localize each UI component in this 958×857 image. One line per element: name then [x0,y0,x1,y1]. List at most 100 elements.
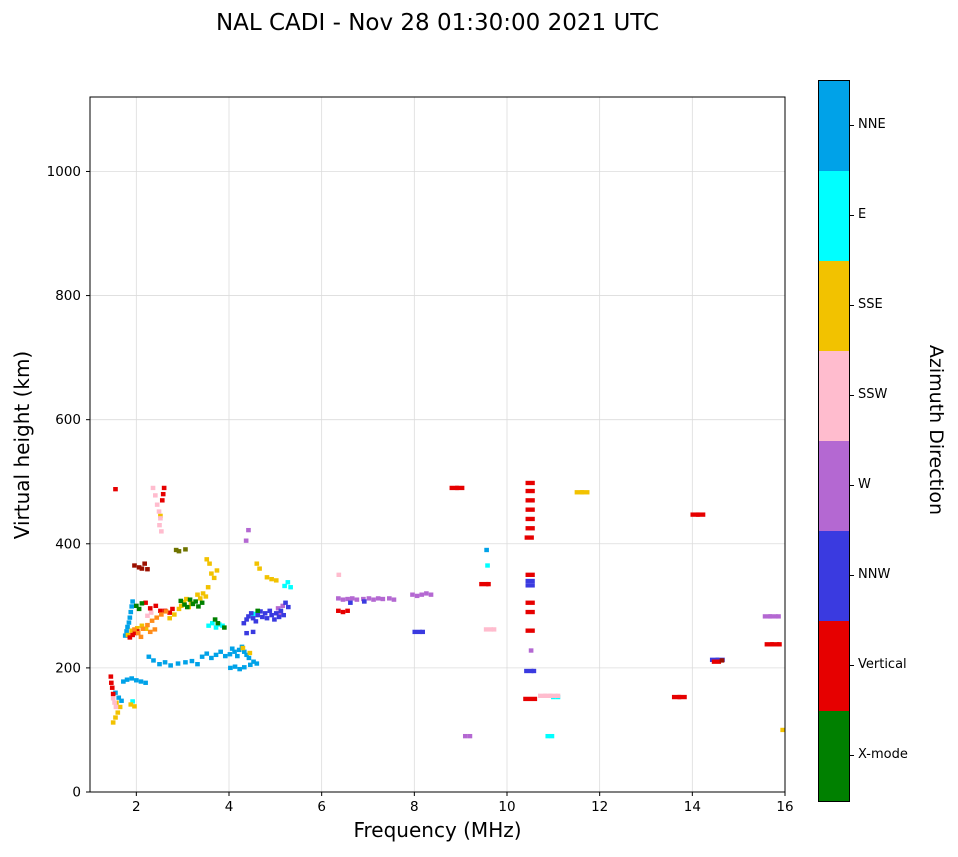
data-point [146,654,152,659]
data-point [116,695,122,700]
data-point [531,668,537,674]
data-point [764,642,774,647]
data-point [345,608,350,613]
data-point [250,629,256,635]
data-point [222,625,227,630]
data-point [349,596,355,601]
data-point [336,596,341,601]
data-point [196,604,201,609]
data-point [386,596,392,601]
data-point [528,648,534,653]
colorbar-block-nne [819,81,849,171]
data-point [241,649,247,654]
data-point [139,566,145,571]
data-point [147,629,153,635]
data-point [117,704,123,710]
data-point [209,571,214,576]
colorbar-axis-label: Azimuth Direction [925,344,947,516]
data-point [200,591,206,596]
colorbar-category-label: X-mode [858,747,908,762]
data-point [380,596,386,602]
data-point [181,599,187,605]
data-point [204,651,210,656]
data-point [336,608,341,613]
data-point [280,603,286,609]
data-point [145,567,150,572]
data-point [140,626,146,631]
data-point [247,650,253,656]
colorbar [818,80,850,802]
data-point [525,480,535,486]
data-point [109,685,115,690]
data-point [524,535,534,540]
data-point [199,654,205,659]
data-point [549,733,555,739]
data-point [580,490,590,495]
data-point [132,627,137,632]
data-point [345,596,350,602]
colorbar-tick [850,484,854,486]
data-point [525,488,535,494]
data-point [112,700,117,705]
data-point [229,646,235,651]
x-tick-label: 14 [684,799,701,815]
data-point [161,485,167,491]
data-point [113,715,118,720]
data-point [124,677,130,682]
data-point [132,563,137,568]
data-point [154,502,160,507]
x-tick-label: 2 [132,799,141,815]
data-point [130,699,135,704]
data-point [255,608,261,613]
data-point [281,612,286,618]
x-tick-label: 6 [317,799,326,815]
data-point [128,702,134,707]
data-point [127,615,133,620]
y-axis-label: Virtual height (km) [10,350,34,540]
scatter-points-group [108,480,785,739]
data-point [275,606,281,611]
data-point [163,609,169,614]
data-point [361,599,367,604]
data-point [282,583,287,589]
data-point [269,576,274,582]
data-point [206,623,211,628]
x-tick-label: 16 [776,799,793,815]
data-point [483,627,494,632]
data-point [159,612,164,617]
colorbar-tick [850,394,854,396]
data-point [108,674,114,679]
data-point [525,507,535,512]
data-point [462,733,468,739]
data-point [545,733,551,739]
data-point [525,526,535,531]
data-point [130,599,135,604]
data-point [246,655,252,661]
data-point [273,578,279,583]
data-point [525,572,535,577]
data-point [187,597,193,602]
data-point [132,704,137,709]
data-point [574,490,584,495]
data-point [205,585,211,590]
data-point [241,665,247,670]
data-point [207,561,212,566]
data-point [127,635,133,640]
data-point [232,649,237,654]
data-point [160,491,166,497]
data-point [110,696,116,701]
data-point [193,599,198,604]
data-point [147,606,153,611]
data-point [479,581,489,587]
data-point [677,694,687,700]
data-point [149,618,155,623]
colorbar-block-e [819,171,849,261]
data-point [262,611,268,616]
data-point [184,596,189,602]
data-point [354,597,360,602]
data-point [212,617,218,622]
data-point [237,666,242,672]
data-point [139,623,145,628]
tick-label-group: 2 4 6 8 10 12 14 16 0 200 400 600 800 1000 [47,164,794,815]
